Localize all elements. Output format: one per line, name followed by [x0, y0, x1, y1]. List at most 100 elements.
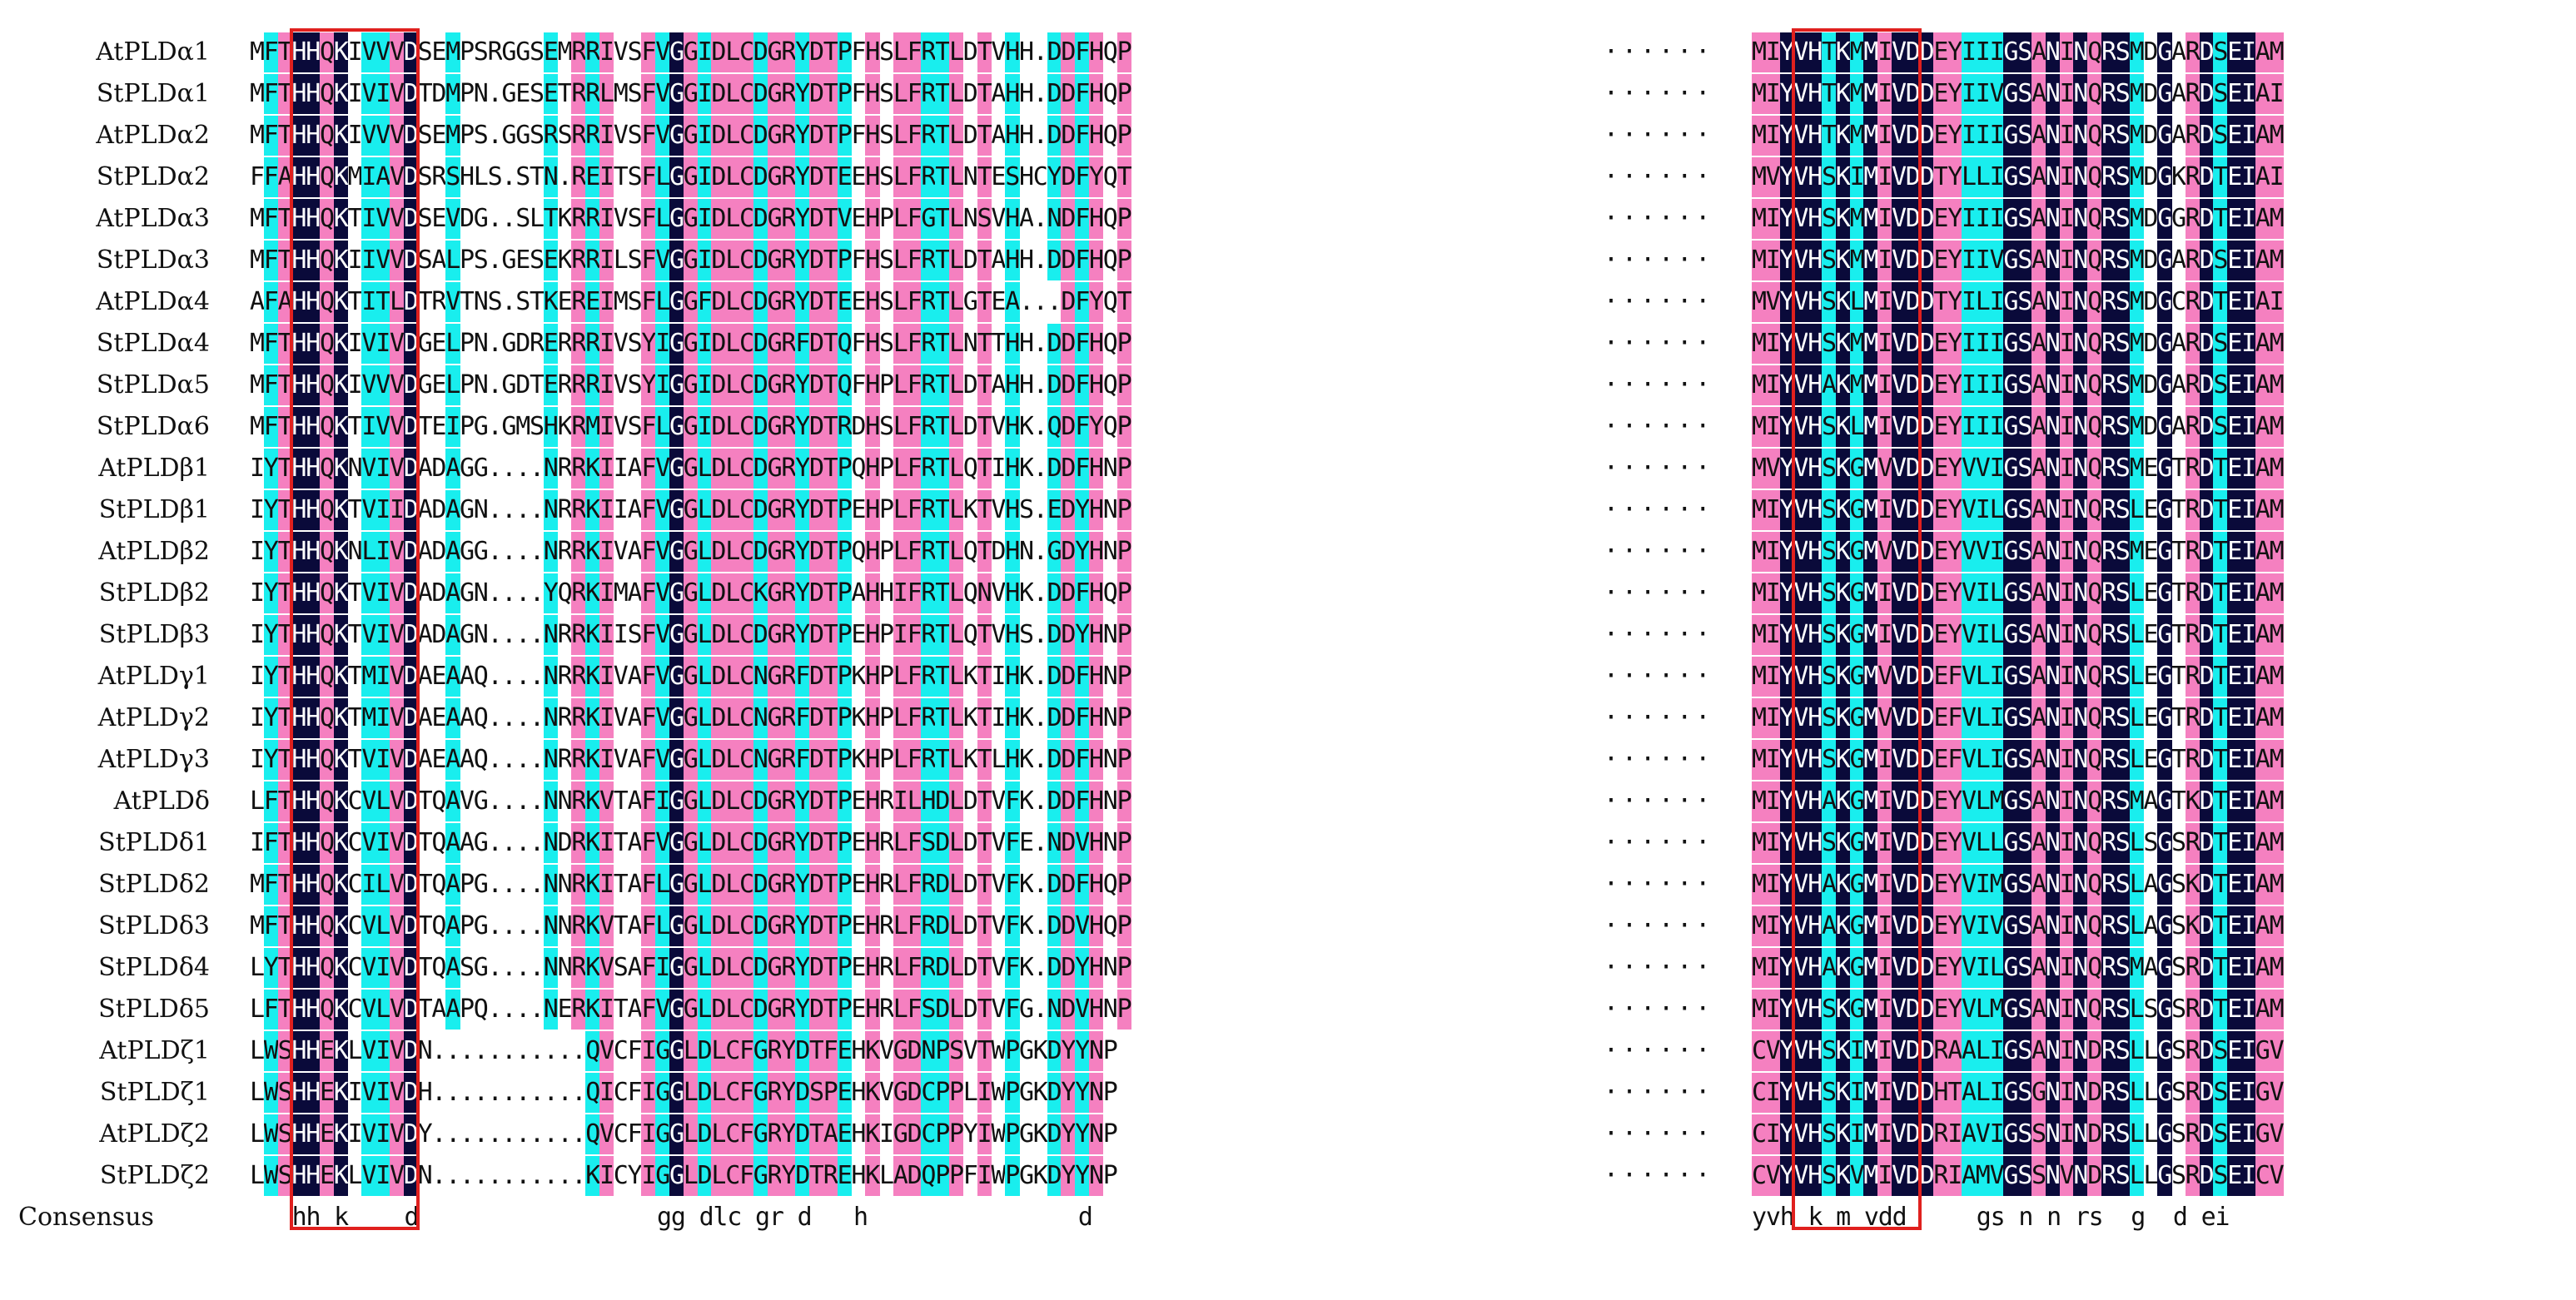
block1-residue: H — [865, 823, 880, 863]
block1-residue: G — [669, 740, 684, 780]
block2-residue: I — [1989, 32, 2004, 72]
block1-residue: N — [963, 199, 977, 239]
block2-residue: Q — [2087, 781, 2102, 821]
block1-residue: . — [515, 990, 530, 1030]
block1-residue: H — [306, 407, 321, 447]
block2-residue: I — [1962, 282, 1977, 322]
block1-residue: C — [739, 199, 754, 239]
block1-residue: K — [585, 657, 600, 697]
block1-residue: D — [1061, 906, 1076, 946]
block1-residue: . — [544, 1073, 558, 1113]
block2-residue: Y — [1947, 407, 1962, 447]
block2-residue: V — [1989, 74, 2004, 114]
block1-residue: L — [697, 573, 712, 613]
block2-residue: S — [2017, 157, 2032, 197]
block2-residue: M — [1752, 407, 1767, 447]
block1-residue: Q — [1103, 365, 1117, 405]
block1-residue: S — [879, 282, 893, 322]
block2-residue: S — [2171, 1031, 2186, 1071]
block1-residue: L — [361, 532, 376, 572]
block1-residue: Q — [431, 906, 445, 946]
block1-residue: Q — [921, 1156, 936, 1196]
block1-residue: . — [530, 1073, 544, 1113]
block2-residue: E — [2227, 407, 2242, 447]
block1-residue: R — [585, 241, 600, 280]
block1-residue: T — [277, 74, 292, 114]
block1-residue: D — [1047, 32, 1062, 72]
block2-residue: R — [2101, 657, 2116, 697]
block1-residue: V — [361, 365, 376, 405]
block1-residue: V — [991, 781, 1005, 821]
block1-residue: V — [655, 241, 670, 280]
block1-residue: T — [614, 906, 628, 946]
block2-residue: L — [2129, 698, 2144, 738]
block1-residue: Y — [263, 615, 279, 655]
block1-residue: P — [837, 698, 852, 738]
block1-residue: T — [977, 698, 992, 738]
block1-residue: R — [585, 116, 600, 156]
block1-residue: H — [306, 324, 321, 364]
block1-residue: I — [390, 490, 405, 530]
block1-residue: F — [907, 740, 922, 780]
block1-residue: C — [739, 615, 754, 655]
block1-residue: D — [1061, 615, 1076, 655]
block2-residue: I — [1765, 1114, 1781, 1154]
block2-residue: S — [2017, 906, 2032, 946]
block1-residue: T — [823, 74, 838, 114]
block2-residue: E — [2227, 781, 2242, 821]
block1-residue: M — [250, 32, 264, 72]
block1-residue: F — [851, 116, 865, 156]
block1-residue: E — [837, 1114, 852, 1154]
block1-residue: I — [641, 1073, 656, 1113]
block1-residue: H — [865, 116, 880, 156]
block1-residue: L — [725, 324, 740, 364]
block2-residue: N — [2073, 282, 2088, 322]
block1-residue: D — [907, 1031, 922, 1071]
block1-residue: V — [361, 32, 376, 72]
block2-residue: Y — [1947, 865, 1962, 905]
block1-residue: D — [1061, 657, 1076, 697]
block1-residue: L — [949, 199, 964, 239]
block1-residue: S — [515, 199, 530, 239]
block1-residue: H — [306, 532, 321, 572]
block2-residue: V — [1989, 241, 2004, 280]
block1-residue: D — [403, 365, 419, 405]
block2-residue: T — [2213, 823, 2228, 863]
block1-residue: L — [949, 906, 964, 946]
block1-residue: K — [1019, 906, 1033, 946]
block1-residue: S — [628, 74, 642, 114]
block1-residue: . — [1033, 906, 1047, 946]
block1-residue: K — [333, 74, 349, 114]
block1-residue: F — [1075, 157, 1090, 197]
block2-residue: M — [2129, 532, 2144, 572]
block1-residue: A — [431, 990, 445, 1030]
block1-residue: I — [361, 157, 376, 197]
block2-residue: S — [2115, 1156, 2131, 1196]
block1-residue: E — [851, 990, 865, 1030]
block2-residue: I — [1975, 906, 1991, 946]
block1-residue: Y — [1075, 615, 1090, 655]
block1-residue: Q — [1103, 407, 1117, 447]
block1-residue: D — [1061, 324, 1076, 364]
block2-residue: A — [2031, 32, 2046, 72]
block2-residue: R — [2101, 906, 2116, 946]
block2-residue: D — [1919, 116, 1934, 156]
block1-residue: I — [991, 698, 1005, 738]
block1-residue: V — [991, 199, 1005, 239]
gap-marker: ······ — [1604, 1114, 1713, 1155]
block1-residue: H — [1089, 74, 1104, 114]
block2-residue: A — [2255, 74, 2270, 114]
block1-residue: G — [460, 449, 474, 489]
block1-residue: . — [530, 990, 544, 1030]
sequence-name-label: StPLDδ4 — [98, 947, 210, 989]
sequence-name-label: StPLDδ3 — [98, 906, 210, 947]
block1-residue: D — [809, 740, 824, 780]
block1-residue: . — [501, 1114, 515, 1154]
block2-residue: Q — [2087, 282, 2102, 322]
block2-residue: R — [2185, 615, 2201, 655]
block2-residue: N — [2073, 990, 2088, 1030]
block2-residue: M — [1752, 157, 1767, 197]
block1-residue: F — [1075, 74, 1090, 114]
block1-residue: L — [893, 32, 908, 72]
block2-residue: N — [2073, 116, 2088, 156]
